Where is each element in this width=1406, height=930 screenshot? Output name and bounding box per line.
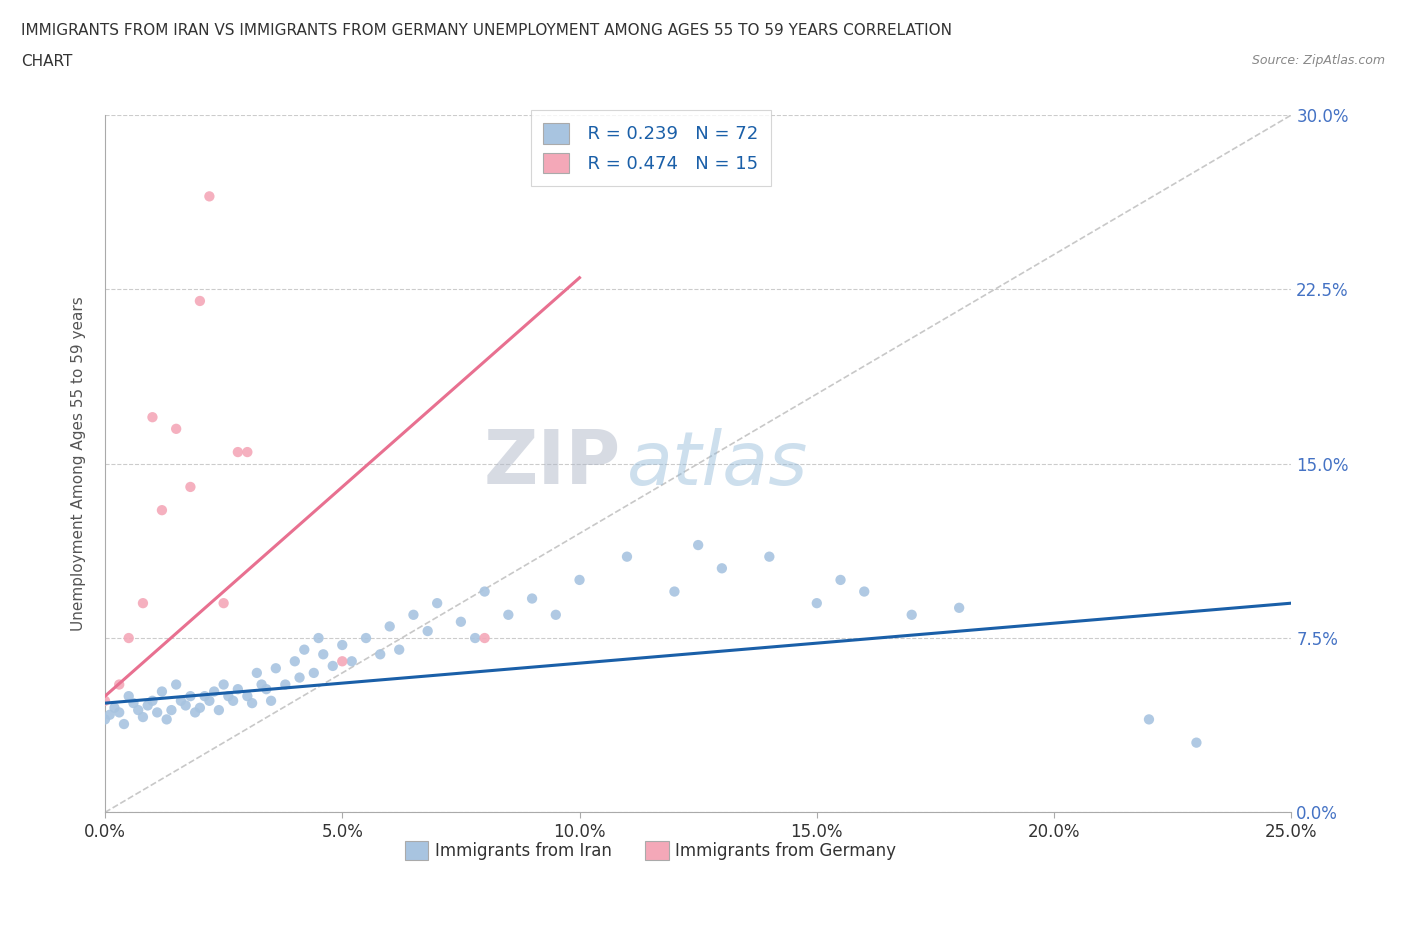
Point [948,601,970,616]
Point [250,677,273,692]
Point [544,607,567,622]
Text: atlas: atlas [627,428,808,499]
Point [188,700,211,715]
Point [118,631,141,645]
Text: ZIP: ZIP [484,427,621,500]
Point [141,694,163,709]
Point [354,631,377,645]
Point [340,654,363,669]
Point [1185,736,1208,751]
Point [170,694,193,709]
Point [853,584,876,599]
Point [402,607,425,622]
Point [198,189,221,204]
Point [284,654,307,669]
Point [141,410,163,425]
Point [710,561,733,576]
Point [132,596,155,611]
Point [108,677,131,692]
Point [160,703,183,718]
Point [474,584,496,599]
Point [260,694,283,709]
Text: CHART: CHART [21,54,73,69]
Point [426,596,449,611]
Point [136,698,159,713]
Point [312,647,335,662]
Point [664,584,686,599]
Point [179,480,201,495]
Point [806,596,828,611]
Point [464,631,486,645]
Point [1137,712,1160,727]
Text: Source: ZipAtlas.com: Source: ZipAtlas.com [1251,54,1385,67]
Point [520,591,543,606]
Point [236,445,259,459]
Point [127,703,149,718]
Point [212,677,235,692]
Point [288,671,311,685]
Point [118,689,141,704]
Point [900,607,922,622]
Point [108,705,131,720]
Text: IMMIGRANTS FROM IRAN VS IMMIGRANTS FROM GERMANY UNEMPLOYMENT AMONG AGES 55 TO 59: IMMIGRANTS FROM IRAN VS IMMIGRANTS FROM … [21,23,952,38]
Point [450,615,472,630]
Point [302,666,325,681]
Point [150,684,173,699]
Point [474,631,496,645]
Point [165,421,187,436]
Point [246,666,269,681]
Point [165,677,187,692]
Point [264,661,287,676]
Point [322,658,344,673]
Point [388,643,411,658]
Point [226,682,249,697]
Point [208,703,231,718]
Point [198,694,221,709]
Point [308,631,330,645]
Y-axis label: Unemployment Among Ages 55 to 59 years: Unemployment Among Ages 55 to 59 years [72,297,86,631]
Point [222,694,245,709]
Point [179,689,201,704]
Point [274,677,297,692]
Point [132,710,155,724]
Point [103,700,125,715]
Point [616,550,638,565]
Point [330,654,353,669]
Point [112,717,135,732]
Point [378,619,401,634]
Point [330,638,353,653]
Point [688,538,710,552]
Point [498,607,520,622]
Point [146,705,169,720]
Point [254,682,277,697]
Point [568,573,591,588]
Point [226,445,249,459]
Point [416,624,439,639]
Point [184,705,207,720]
Point [194,689,217,704]
Point [830,573,852,588]
Point [122,696,145,711]
Point [156,712,179,727]
Point [150,503,173,518]
Point [368,647,391,662]
Point [94,694,117,709]
Point [758,550,780,565]
Point [98,708,121,723]
Point [236,689,259,704]
Point [217,689,239,704]
Point [212,596,235,611]
Point [188,294,211,309]
Point [174,698,197,713]
Point [202,684,225,699]
Point [94,712,117,727]
Point [240,696,263,711]
Point [292,643,315,658]
Legend: Immigrants from Iran, Immigrants from Germany: Immigrants from Iran, Immigrants from Ge… [398,834,903,867]
